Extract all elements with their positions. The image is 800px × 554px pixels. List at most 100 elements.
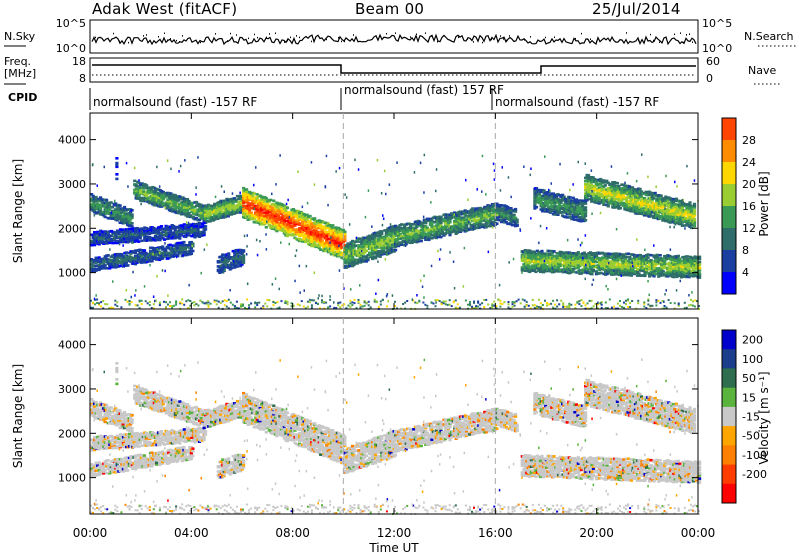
power-cell <box>149 201 153 204</box>
noise-search-dot <box>128 41 129 44</box>
power-cell <box>293 224 297 227</box>
power-cell <box>123 221 127 225</box>
power-cell <box>614 272 618 276</box>
power-cell <box>208 214 212 217</box>
power-cell <box>652 261 656 264</box>
power-cell <box>573 208 577 211</box>
power-cell <box>293 233 297 236</box>
power-cell <box>545 201 549 204</box>
power-cell <box>198 214 202 218</box>
power-cell <box>606 189 610 193</box>
power-cell <box>338 251 342 254</box>
power-cell <box>196 210 200 213</box>
power-cell <box>588 251 593 254</box>
power-cell <box>412 223 416 226</box>
power-cell <box>374 244 378 247</box>
power-cell <box>338 228 342 231</box>
noise-search-dot <box>590 38 591 40</box>
power-cell <box>430 233 434 237</box>
power-cell <box>509 207 513 210</box>
power-cell <box>442 228 446 231</box>
power-cell <box>591 262 596 265</box>
power-cell <box>93 208 97 212</box>
noise-search-dot <box>545 36 546 39</box>
power-cell <box>600 189 604 193</box>
power-cell <box>305 225 309 229</box>
noise-right-tick-bottom: 10^0 <box>702 42 732 55</box>
power-cell <box>531 264 535 267</box>
power-cell <box>523 264 527 267</box>
cpid-segment-2: normalsound (fast) 157 RF <box>344 83 504 97</box>
power-cell <box>384 244 388 248</box>
power-cell <box>578 269 582 272</box>
power-cell <box>471 207 475 210</box>
power-cell <box>688 201 692 204</box>
power-cell <box>288 230 293 233</box>
power-cell <box>387 249 392 252</box>
power-cell <box>539 208 543 211</box>
power-cell <box>585 198 589 202</box>
power-cell <box>640 190 644 193</box>
power-cell <box>397 244 401 248</box>
power-cell <box>124 254 128 257</box>
power-cell <box>604 254 608 257</box>
power-cell <box>360 258 364 262</box>
power-cell <box>600 188 604 191</box>
power-cell <box>99 205 103 208</box>
power-cell <box>683 209 688 212</box>
power-cell <box>96 202 100 206</box>
power-cell <box>103 215 107 219</box>
power-cell <box>343 235 347 238</box>
power-cell <box>682 224 686 227</box>
power-cell <box>424 225 428 228</box>
power-cell <box>573 260 577 264</box>
power-cell <box>652 202 656 205</box>
power-cell <box>291 219 296 222</box>
power-cell <box>114 260 118 263</box>
power-cell <box>118 264 122 268</box>
noise-search-dot <box>653 39 654 42</box>
power-cell <box>602 203 606 206</box>
power-cell <box>291 216 296 219</box>
power-cell <box>660 272 664 275</box>
power-cell <box>108 238 112 241</box>
power-cell <box>418 220 422 224</box>
power-cell <box>591 176 595 179</box>
power-cell <box>515 218 519 222</box>
power-cell <box>430 219 434 222</box>
power-cell <box>428 231 432 235</box>
power-cell <box>352 242 356 246</box>
power-cell <box>600 181 604 185</box>
power-cell <box>381 249 385 252</box>
noise-search-dot <box>287 39 288 42</box>
power-cell <box>317 244 321 248</box>
noise-search-dot <box>239 38 240 40</box>
power-cell <box>335 252 339 255</box>
power-cell <box>284 231 288 234</box>
power-cell <box>120 253 124 256</box>
power-cell <box>582 216 586 220</box>
power-cell <box>108 208 112 211</box>
power-cell <box>148 186 152 189</box>
power-cell <box>249 202 253 205</box>
noise-search-dot <box>395 32 396 34</box>
power-cell <box>311 224 315 227</box>
power-cell <box>617 255 621 258</box>
power-cell <box>659 200 663 203</box>
power-cell <box>296 220 300 223</box>
power-cell <box>275 220 279 223</box>
power-cell <box>503 218 507 222</box>
power-cell <box>596 267 600 270</box>
power-cell <box>239 211 243 214</box>
power-cell <box>427 235 431 239</box>
power-cell <box>106 254 110 257</box>
power-cell <box>248 215 252 219</box>
power-cell <box>364 255 368 259</box>
power-cell <box>632 262 636 265</box>
power-cell <box>537 264 541 267</box>
power-cell <box>326 226 330 230</box>
noise-search-dot <box>410 36 411 38</box>
power-cell <box>556 197 560 201</box>
power-cell <box>248 214 252 217</box>
power-cell <box>534 252 538 256</box>
